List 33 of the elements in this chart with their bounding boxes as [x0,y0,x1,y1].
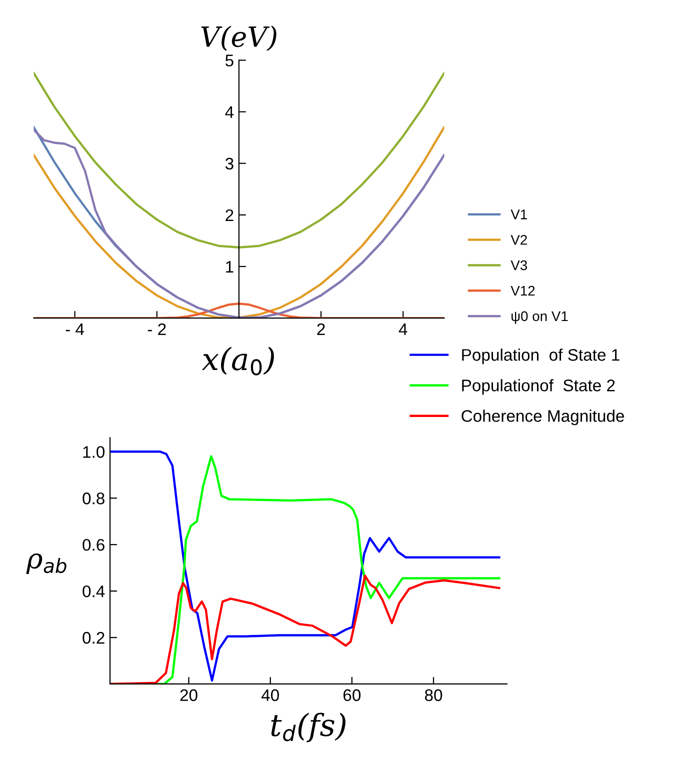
legend-label: V12 [510,286,535,296]
line-series [34,302,444,318]
x-axis-title: x(a$_{0}$) [202,346,274,376]
y-tick-label: 3 [225,158,234,170]
x-tick-label: 80 [424,689,442,702]
legend-label: ψ0 on V1 [512,311,568,324]
line-series [110,574,500,684]
legend-label: V1 [510,210,527,220]
legend-label: Populationof State 2 [462,379,615,395]
y-tick-label: 0.4 [82,585,105,598]
x-tick-label: - 4 [66,324,84,336]
x-tick-label: 2 [317,323,325,336]
y-tick-label: 5 [225,54,234,66]
y-tick-label: 1 [226,261,234,273]
y-tick-label: 0.8 [82,492,104,504]
x-tick-label: 60 [343,689,361,702]
legend-label: Population of State 1 [462,348,620,364]
legend-label: Coherence Magnitude [462,410,624,426]
legend-label: V2 [510,234,527,245]
x-tick-label: 20 [180,689,198,702]
line-series [34,72,444,249]
y-tick-label: 0.2 [82,632,104,644]
x-tick-label: - 2 [148,323,166,336]
x-axis-title: t$_{d}$(fs) [271,712,346,742]
x-tick-label: 4 [398,324,408,336]
y-tick-label: 2 [226,209,234,221]
x-tick-label: 40 [261,689,279,702]
y-tick-label: 1.0 [83,446,105,458]
y-axis-title: ρ$_{ab}$ [26,553,66,574]
y-tick-label: 4 [225,106,234,118]
legend-label: V3 [510,260,528,270]
y-axis-title: V(eV) [201,26,276,52]
y-tick-label: 0.6 [82,538,104,551]
